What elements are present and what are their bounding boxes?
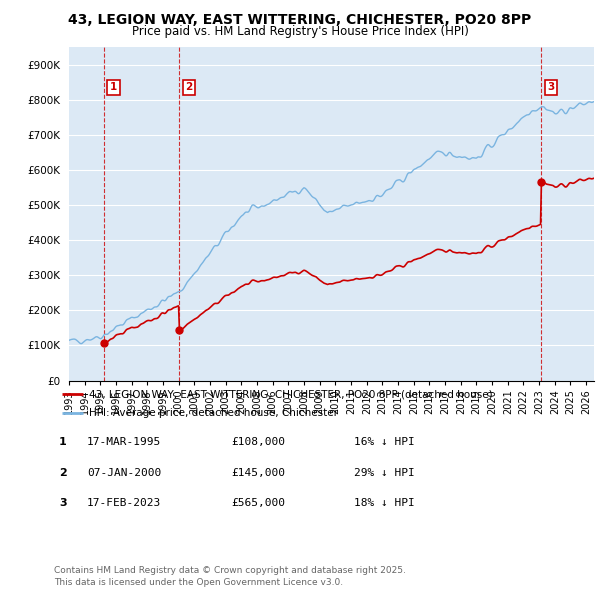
Text: 16% ↓ HPI: 16% ↓ HPI — [354, 437, 415, 447]
Text: 1: 1 — [59, 437, 67, 447]
Text: £145,000: £145,000 — [231, 468, 285, 477]
Text: 2: 2 — [185, 82, 193, 92]
Text: 29% ↓ HPI: 29% ↓ HPI — [354, 468, 415, 477]
Text: Price paid vs. HM Land Registry's House Price Index (HPI): Price paid vs. HM Land Registry's House … — [131, 25, 469, 38]
Text: 07-JAN-2000: 07-JAN-2000 — [87, 468, 161, 477]
Text: 1: 1 — [110, 82, 117, 92]
Text: 3: 3 — [547, 82, 554, 92]
Text: £565,000: £565,000 — [231, 499, 285, 508]
Text: 2: 2 — [59, 468, 67, 477]
Text: £108,000: £108,000 — [231, 437, 285, 447]
Text: 3: 3 — [59, 499, 67, 508]
Text: 17-FEB-2023: 17-FEB-2023 — [87, 499, 161, 508]
Text: 43, LEGION WAY, EAST WITTERING, CHICHESTER, PO20 8PP (detached house): 43, LEGION WAY, EAST WITTERING, CHICHEST… — [89, 389, 493, 399]
Text: 17-MAR-1995: 17-MAR-1995 — [87, 437, 161, 447]
Text: HPI: Average price, detached house, Chichester: HPI: Average price, detached house, Chic… — [89, 408, 338, 418]
Text: Contains HM Land Registry data © Crown copyright and database right 2025.
This d: Contains HM Land Registry data © Crown c… — [54, 566, 406, 587]
Text: 18% ↓ HPI: 18% ↓ HPI — [354, 499, 415, 508]
Text: 43, LEGION WAY, EAST WITTERING, CHICHESTER, PO20 8PP: 43, LEGION WAY, EAST WITTERING, CHICHEST… — [68, 13, 532, 27]
